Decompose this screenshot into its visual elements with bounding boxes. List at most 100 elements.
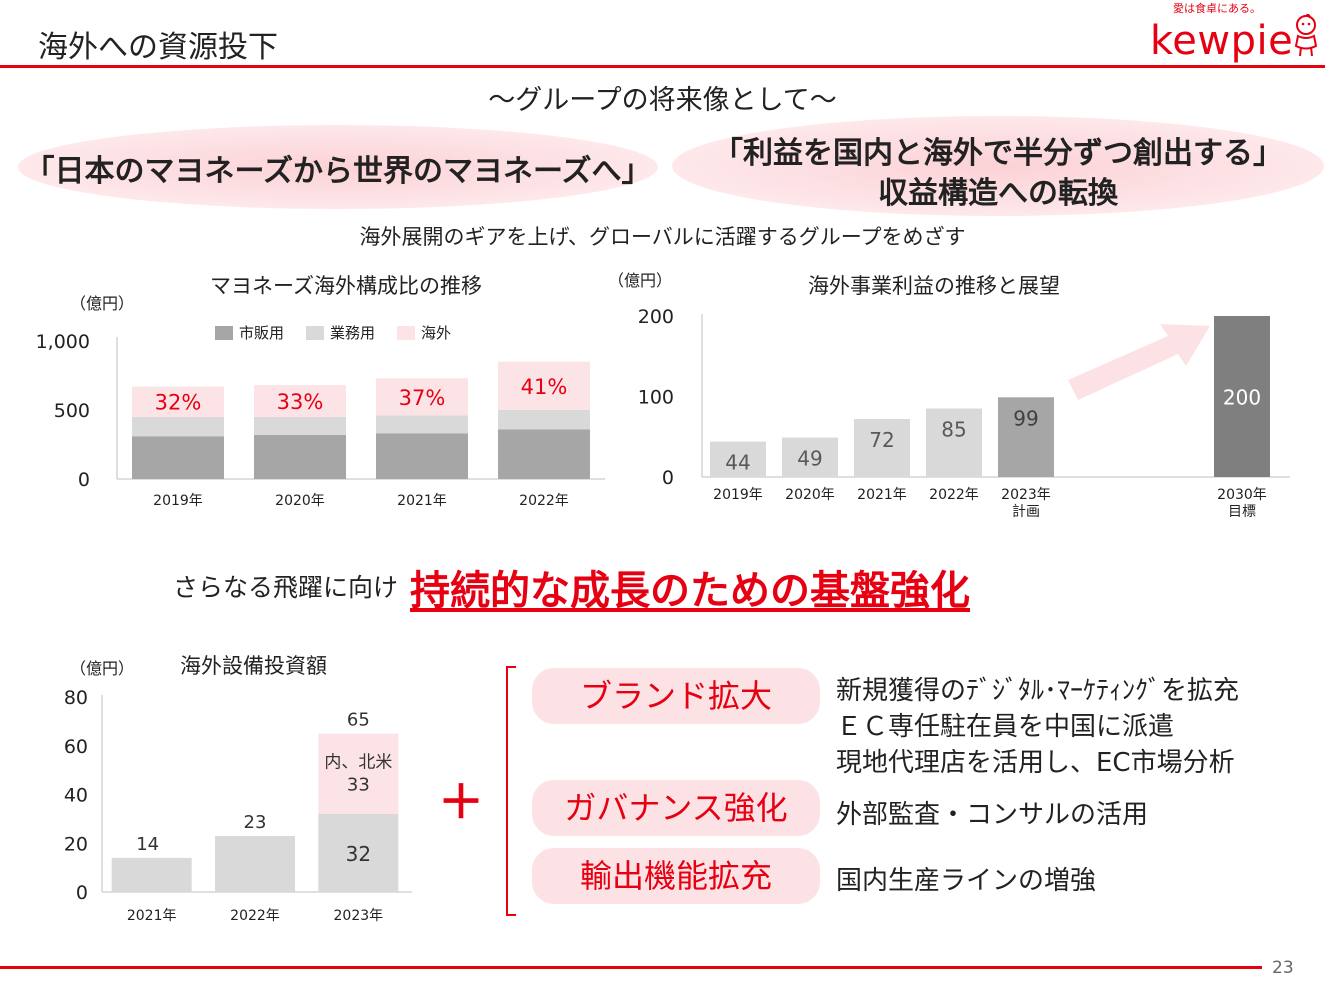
profit-bar [998,397,1054,477]
profit-bar-chart: 0 100 200 44 2019年 49 2020年 72 2021年 85 2022年 99 202… [638,306,1290,520]
growth-arrow-icon [1068,324,1210,400]
x-tick-label: 2023年 [1001,487,1051,503]
legend-label-business: 業務用 [330,324,376,342]
capex-bar-base [111,857,192,892]
lead-text: 海外展開のギアを上げ、グローバルに活躍するグループをめざす [359,225,966,249]
legend-swatch-business [306,325,325,340]
data-label: 49 [797,447,822,471]
slogan-right-line1: 「利益を国内と海外で半分ずつ創出する」 [713,136,1283,171]
footer-rule [0,966,1262,969]
tag-export: 輸出機能拡充 [532,848,820,904]
slogan-right-line2: 収益構造への転換 [878,176,1118,211]
governance-desc: 外部監査・コンサルの活用 [836,800,1149,830]
y-tick-label: 60 [64,736,88,758]
bar-segment-retail [254,434,346,479]
legend-label-overseas: 海外 [421,324,452,342]
data-label: 32% [155,391,202,415]
y-tick-label: 0 [76,882,88,904]
legend-item-business: 業務用 [306,322,375,343]
x-tick-label: 計画 [1012,504,1040,520]
bar-segment-business [376,415,468,434]
profit-bar [1214,316,1270,477]
y-tick-label: 100 [638,387,674,409]
data-label: 33 [347,775,370,796]
kewpie-logo: kewpie [1150,18,1294,64]
capex-bar-base [215,835,295,892]
x-tick-label: 2021年 [397,493,447,509]
capex-bar-base [318,814,399,892]
y-tick-label: 0 [78,469,90,491]
data-label: 72 [869,428,894,452]
section2-prefix: さらなる飛躍に向け [173,573,399,602]
y-tick-label: 200 [638,306,674,328]
legend-item-retail: 市販用 [215,322,284,343]
legend-swatch-retail [215,325,233,340]
legend-item-overseas: 海外 [397,322,451,343]
profit-chart-unit: （億円） [608,271,673,290]
page-number: 23 [1272,958,1294,978]
bar-segment-overseas [376,378,468,416]
capex-note-label: 内、北米 [324,753,392,773]
tag-brand-expansion: ブランド拡大 [532,668,820,724]
mayo-bar-chart: 0 500 1,000 32% 2019年 33% 2020年 37% 2021年 41% 2022… [36,331,605,509]
x-tick-label: 目標 [1228,504,1256,520]
y-tick-label: 0 [662,467,674,489]
bar-segment-business [132,416,224,437]
bar-segment-overseas [498,361,590,410]
bar-segment-business [254,416,346,435]
y-tick-label: 1,000 [36,331,90,353]
profit-bar [782,437,838,477]
x-tick-label: 2019年 [153,493,203,509]
data-label: 41% [521,375,568,399]
brand-desc-3: 現地代理店を活用し、EC市場分析 [836,748,1235,778]
profit-bar [854,419,910,477]
total-label: 14 [136,834,159,855]
data-label: 99 [1013,406,1038,430]
x-tick-label: 2022年 [519,493,569,509]
bar-segment-overseas [254,385,346,417]
y-tick-label: 80 [64,687,88,709]
x-tick-label: 2021年 [857,487,907,503]
legend-swatch-overseas [397,325,416,340]
capex-bar-north-america [318,733,399,814]
total-label: 65 [347,710,370,731]
plus-sign: ＋ [438,775,484,829]
profit-bar [926,408,982,477]
x-tick-label: 2022年 [230,908,280,924]
data-label: 33% [277,390,324,414]
slogan-left: 「日本のマヨネーズから世界のマヨネーズへ」 [24,154,652,189]
mayo-chart-title: マヨネーズ海外構成比の推移 [210,274,482,298]
x-tick-label: 2020年 [785,487,835,503]
x-tick-label: 2020年 [275,493,325,509]
slogan-pill-left [18,125,658,209]
capex-chart-title: 海外設備投資額 [180,654,327,678]
x-tick-label: 2021年 [127,908,177,924]
y-tick-label: 20 [64,833,88,855]
x-tick-label: 2019年 [713,487,763,503]
logo-tagline: 愛は食卓にある。 [1173,2,1261,15]
y-tick-label: 500 [54,400,90,422]
brand-desc-2: ＥＣ専任駐在員を中国に派遣 [836,712,1175,742]
capex-chart-unit: （億円） [70,659,135,678]
kewpie-doll-icon [1294,14,1318,57]
brand-desc-1: 新規獲得のﾃﾞｼﾞﾀﾙ･ﾏｰｹﾃｨﾝｸﾞを拡充 [836,676,1240,706]
profit-bar [710,441,766,477]
bar-segment-retail [376,433,468,479]
tag-governance: ガバナンス強化 [532,780,820,836]
page-title: 海外への資源投下 [38,30,278,65]
bar-segment-business [498,410,590,430]
x-tick-label: 2022年 [929,487,979,503]
section2-emphasis: 持続的な成長のための基盤強化 [410,568,970,614]
x-tick-label: 2023年 [334,908,384,924]
mayo-legend: 市販用 業務用 海外 [215,322,451,343]
data-label: 44 [725,451,750,475]
data-label: 200 [1223,386,1261,410]
bar-segment-retail [132,436,224,479]
export-desc: 国内生産ラインの増強 [836,866,1097,896]
legend-label-retail: 市販用 [239,324,285,342]
mayo-chart-unit: （億円） [70,294,135,313]
bar-segment-retail [498,429,590,479]
data-label: 37% [399,386,446,410]
data-label: 32 [346,842,371,866]
